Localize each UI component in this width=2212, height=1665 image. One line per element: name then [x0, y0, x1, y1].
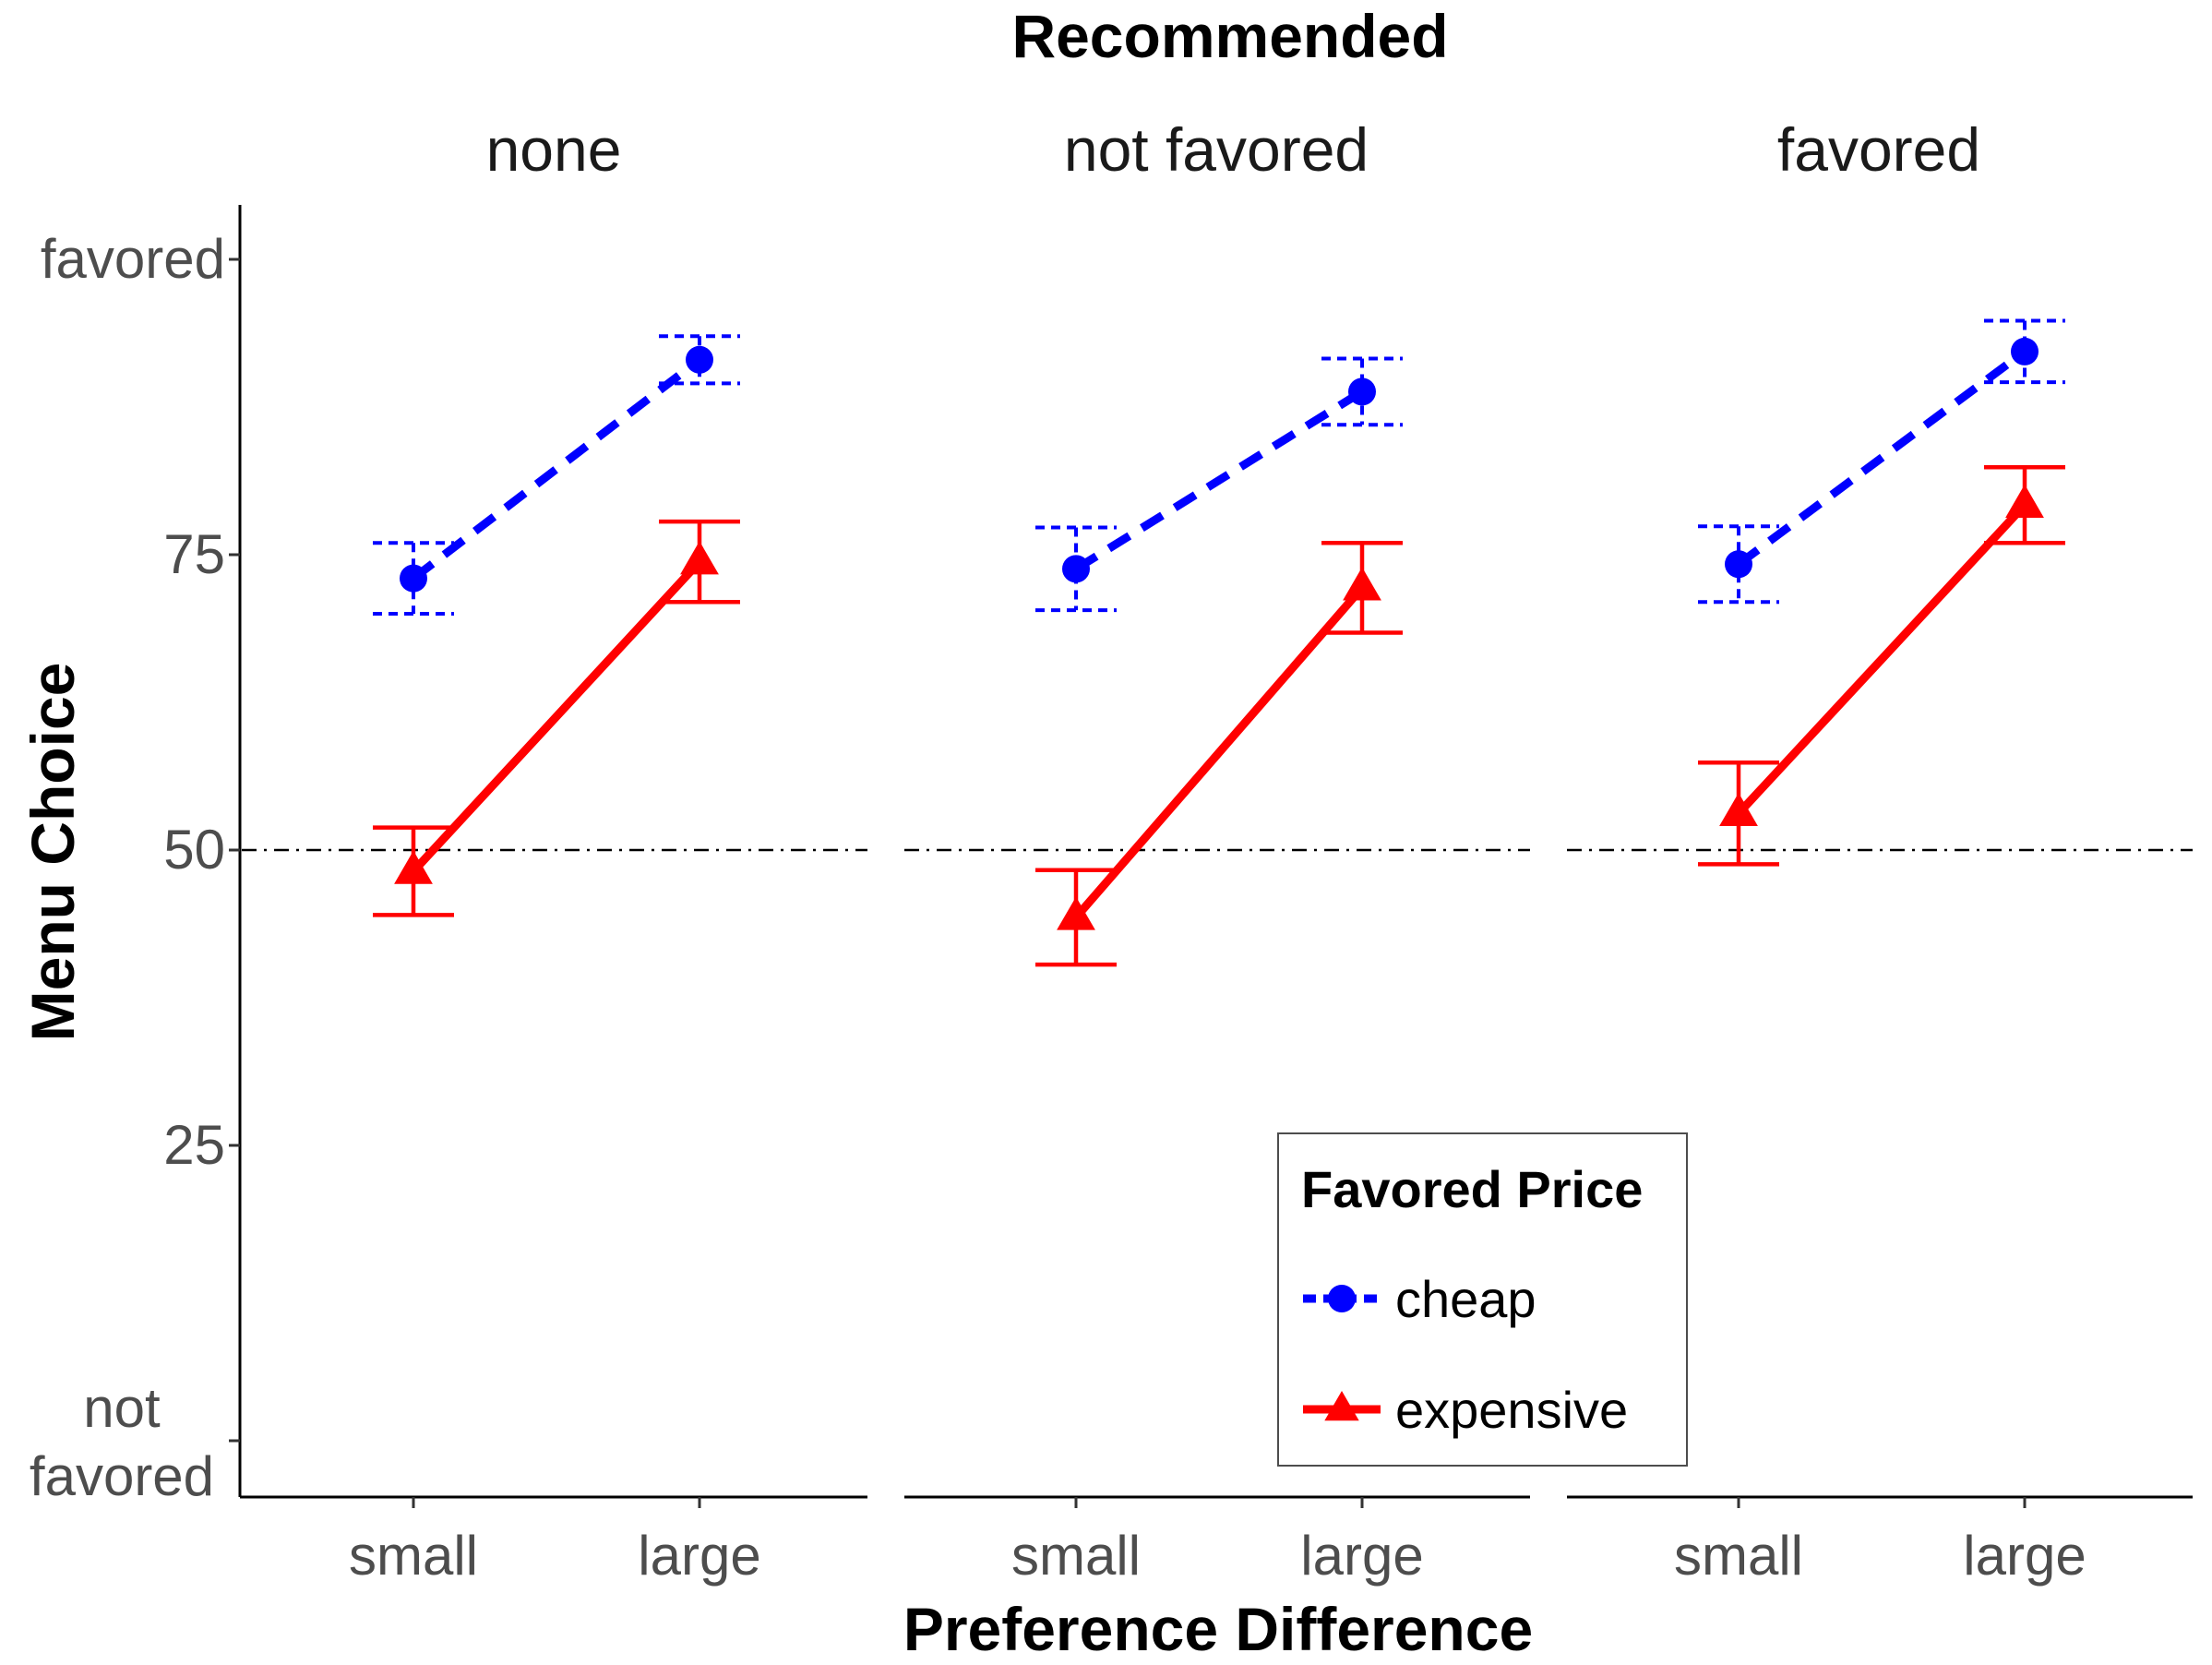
x-tick-label-large: large: [638, 1525, 760, 1587]
facet-label-favored: favored: [1777, 115, 1980, 184]
x-tick-label-large: large: [1963, 1525, 2086, 1587]
point-cheap-not-favored-large: [1348, 377, 1376, 406]
point-expensive-not-favored-large: [1343, 567, 1381, 601]
legend: Favored Price cheap expensive: [1277, 1132, 1688, 1467]
legend-keys: [1303, 1285, 1381, 1421]
point-cheap-none-large: [686, 345, 713, 374]
y-tick-label-not-favored: not favored: [30, 1377, 214, 1507]
series-layer: [373, 318, 2065, 967]
y-tick-label-line: not: [83, 1377, 161, 1439]
point-cheap-favored-small: [1725, 550, 1752, 579]
series-line-expensive-favored: [1735, 502, 2028, 817]
y-tick-label-25: 25: [163, 1114, 225, 1176]
point-expensive-none-small: [394, 850, 433, 884]
y-tick-label-75: 75: [163, 523, 225, 585]
point-expensive-favored-small: [1719, 792, 1758, 827]
x-tick-label-small: small: [349, 1525, 478, 1587]
point-cheap-not-favored-small: [1062, 555, 1090, 583]
y-axis-title: Menu Choice: [18, 663, 87, 1042]
x-tick-label-small: small: [1674, 1525, 1803, 1587]
facet-label-none: none: [486, 115, 622, 184]
legend-key-marker-expensive: [1324, 1390, 1359, 1421]
legend-label-cheap: cheap: [1395, 1270, 1536, 1328]
y-tick-label-line: favored: [30, 1445, 214, 1507]
series-line-expensive-none: [410, 558, 703, 875]
legend-key-marker-cheap: [1328, 1285, 1356, 1312]
y-tick-label-50: 50: [163, 819, 225, 880]
legend-label-expensive: expensive: [1395, 1381, 1628, 1439]
series-expensive: [373, 465, 2065, 967]
point-expensive-not-favored-small: [1057, 896, 1095, 930]
series-line-cheap-favored: [1736, 348, 2027, 568]
point-cheap-none-small: [400, 564, 427, 593]
series-line-expensive-not-favored: [1072, 584, 1366, 920]
series-cheap: [373, 318, 2065, 616]
x-tick-label-large: large: [1300, 1525, 1423, 1587]
chart-title: Recommended: [1011, 2, 1448, 70]
point-expensive-favored-large: [2005, 484, 2044, 518]
point-expensive-none-large: [680, 541, 719, 575]
series-line-cheap-none: [411, 356, 702, 582]
facet-label-not-favored: not favored: [1064, 115, 1369, 184]
series-line-cheap-not-favored: [1073, 388, 1365, 573]
y-tick-label-favored: favored: [41, 228, 225, 290]
x-axis-title: Preference Difference: [903, 1595, 1533, 1663]
point-cheap-favored-large: [2011, 337, 2039, 365]
x-tick-label-small: small: [1011, 1525, 1141, 1587]
legend-title: Favored Price: [1301, 1160, 1643, 1218]
x-axes: small large small large small large: [240, 1495, 2193, 1587]
